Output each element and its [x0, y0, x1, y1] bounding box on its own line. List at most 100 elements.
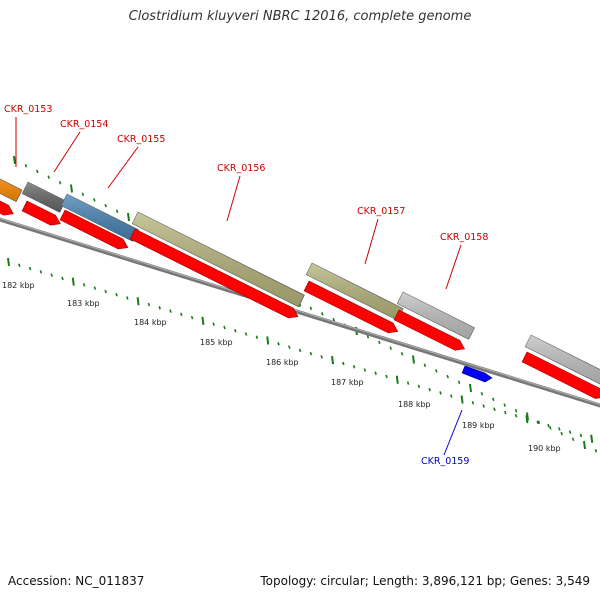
- minor-tick: [428, 387, 431, 392]
- minor-tick: [417, 384, 421, 389]
- minor-tick: [288, 345, 291, 349]
- backbone-line: [0, 217, 600, 408]
- inner-tick-ring: 182 kbp 183 kbp 184 kbp 185 kbp 186 kbp 187 k…: [2, 257, 594, 453]
- minor-tick: [115, 209, 119, 214]
- minor-tick: [389, 346, 392, 350]
- scale-label: 190 kbp: [528, 444, 561, 453]
- minor-tick: [169, 309, 172, 313]
- feature-bar-shade: [61, 194, 139, 242]
- major-tick: [71, 277, 75, 286]
- minor-tick: [82, 283, 86, 287]
- scale-label: 186 kbp: [266, 358, 299, 367]
- minor-tick: [446, 374, 449, 379]
- minor-tick: [374, 371, 377, 376]
- map-title: Clostridium kluyveri NBRC 12016, complet…: [128, 9, 472, 24]
- minor-tick: [309, 351, 313, 356]
- major-tick: [412, 355, 415, 364]
- minor-tick: [158, 306, 161, 310]
- backbone-highlight: [0, 218, 600, 405]
- minor-tick: [450, 394, 453, 398]
- minor-tick: [400, 352, 404, 356]
- minor-tick: [558, 427, 561, 431]
- feature-bar-shade: [306, 263, 404, 321]
- minor-tick: [352, 364, 356, 369]
- minor-tick: [104, 289, 107, 294]
- cds-arrow: [59, 209, 129, 250]
- minor-tick: [126, 296, 129, 300]
- minor-tick: [47, 175, 50, 179]
- feature-track: [0, 178, 600, 385]
- minor-tick: [435, 369, 438, 373]
- minor-tick: [277, 342, 280, 346]
- minor-tick: [480, 391, 484, 396]
- major-tick: [395, 375, 399, 384]
- minor-tick: [244, 332, 248, 336]
- label-leaders: [15, 117, 463, 456]
- minor-tick: [514, 414, 518, 418]
- feature-bar-shade: [132, 212, 305, 307]
- major-tick: [583, 440, 586, 450]
- gene-label: CKR_0157: [357, 206, 405, 217]
- minor-tick: [503, 403, 506, 407]
- label-leader-line: [107, 146, 139, 189]
- minor-tick: [366, 334, 370, 339]
- feature-bar-shade: [397, 292, 475, 340]
- scale-label: 187 kbp: [331, 378, 364, 387]
- minor-tick: [514, 409, 518, 413]
- minor-tick: [190, 315, 194, 320]
- minor-tick: [147, 302, 151, 307]
- scale-label: 188 kbp: [398, 400, 431, 409]
- minor-tick: [61, 276, 64, 281]
- minor-tick: [36, 169, 39, 174]
- minor-tick: [50, 273, 53, 277]
- label-leader-line: [364, 218, 379, 265]
- gene-label: CKR_0153: [4, 104, 52, 115]
- minor-tick: [342, 361, 345, 366]
- minor-tick: [549, 426, 552, 430]
- cds-arrow: [303, 280, 399, 334]
- label-leader-line: [53, 131, 81, 173]
- major-tick: [331, 356, 334, 365]
- minus-strand-cds: [461, 365, 493, 383]
- minor-tick: [332, 317, 335, 322]
- label-leader-line: [226, 175, 241, 222]
- scale-label: 183 kbp: [67, 299, 100, 308]
- major-tick: [525, 414, 529, 424]
- minor-tick: [81, 192, 85, 196]
- gene-label: CKR_0154: [60, 119, 108, 130]
- label-leader-line: [443, 409, 463, 456]
- minor-tick: [320, 355, 323, 359]
- cds-arrow: [21, 200, 61, 226]
- minor-tick: [537, 420, 541, 424]
- minor-tick: [363, 368, 367, 372]
- gene-label: CKR_0155: [117, 134, 165, 145]
- minor-tick: [321, 312, 324, 316]
- minor-tick: [212, 322, 215, 326]
- cds-arrow: [521, 351, 600, 399]
- cds-arrow: [0, 200, 14, 216]
- major-tick: [201, 316, 205, 326]
- label-leader-line: [445, 244, 462, 290]
- gene-label: CKR_0158: [440, 232, 488, 243]
- minor-tick: [223, 325, 226, 330]
- major-tick: [469, 383, 472, 393]
- major-tick: [266, 336, 270, 345]
- minor-tick: [504, 410, 507, 415]
- minor-tick: [579, 433, 583, 438]
- minor-tick: [298, 348, 302, 353]
- minor-tick: [39, 270, 43, 274]
- label-layer: CKR_0153 CKR_0154 CKR_0155 CKR_0156 CKR_0157…: [4, 104, 488, 467]
- minor-tick: [492, 397, 495, 402]
- minor-tick: [378, 340, 381, 345]
- minor-tick: [493, 407, 496, 412]
- major-tick: [70, 184, 73, 193]
- accession-text: Accession: NC_011837: [8, 574, 145, 588]
- gene-label: CKR_0159: [421, 456, 469, 467]
- genome-summary-text: Topology: circular; Length: 3,896,121 bp…: [260, 574, 590, 588]
- feature-bar-shade: [22, 182, 66, 213]
- minor-tick: [24, 163, 28, 168]
- major-tick: [127, 212, 130, 222]
- scale-label: 189 kbp: [462, 421, 495, 430]
- minor-tick: [18, 263, 21, 268]
- minor-tick: [482, 404, 485, 408]
